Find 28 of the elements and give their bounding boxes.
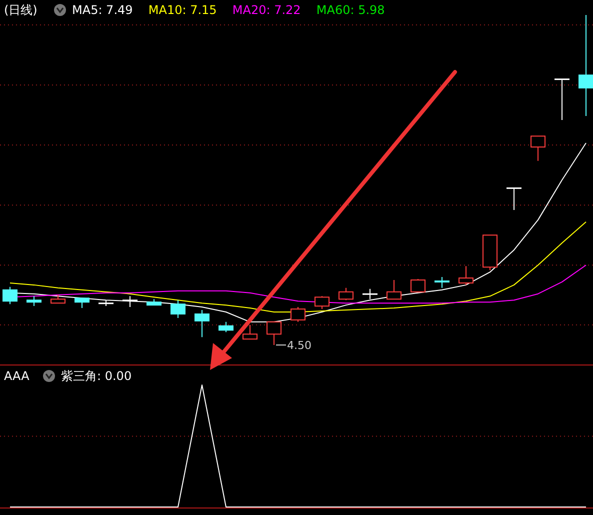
- candlestick: [338, 287, 354, 301]
- text: MA20: 7.22: [232, 3, 301, 17]
- candlestick: [242, 324, 258, 340]
- candlestick: [386, 279, 402, 300]
- candlestick: [290, 306, 306, 322]
- text: 紫三角: 0.00: [61, 369, 132, 383]
- candlestick: [218, 321, 234, 333]
- text: MA10: 7.15: [148, 3, 217, 17]
- candlestick: [122, 296, 138, 308]
- candlestick: [506, 187, 522, 211]
- candlestick: [578, 14, 593, 116]
- candlestick: [314, 296, 330, 310]
- chart-title: AAA: [4, 369, 30, 383]
- candlestick: [434, 276, 450, 288]
- legend-label: MA60: 5.98: [316, 3, 385, 17]
- candlestick: [530, 136, 546, 162]
- chart-title: (日线): [4, 3, 38, 17]
- candlestick: [74, 298, 90, 309]
- text: MA5: 7.49: [72, 3, 133, 17]
- candlestick: [410, 278, 426, 292]
- candlestick: [26, 296, 42, 307]
- candlestick: [2, 286, 18, 305]
- candlestick: [194, 310, 210, 338]
- candlestick: [554, 78, 570, 120]
- candlestick: [362, 288, 378, 300]
- candlestick: [458, 266, 474, 286]
- candlestick: [170, 300, 186, 318]
- annotation: 4.50: [287, 339, 312, 352]
